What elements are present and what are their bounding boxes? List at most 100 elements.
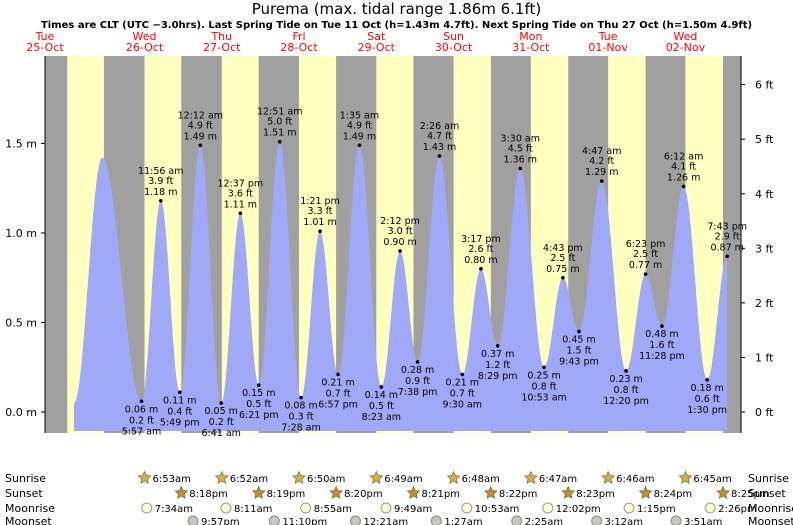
moonset-icon (430, 515, 442, 525)
tide-point-2 (158, 198, 163, 203)
tide-m-label: 1.29 m (585, 167, 618, 178)
sunset-icon (406, 485, 421, 499)
tide-ft-label: 4.9 ft (347, 120, 372, 131)
day-date-8: 02-Nov (666, 41, 706, 54)
tide-time-label: 6:23 pm (626, 239, 666, 250)
sunset-time: 8:19pm (267, 489, 306, 500)
y-tick-label-ft: 5 ft (755, 133, 774, 146)
tide-point-16 (437, 154, 442, 158)
moonrise-time: 2:26pm (718, 504, 757, 515)
sunrise-time: 6:52am (230, 474, 268, 485)
tide-time-label: 5:49 pm (160, 417, 200, 428)
tide-point-22 (561, 275, 565, 280)
tide-time-label: 1:35 am (340, 110, 379, 121)
tide-ft-label: 2.6 ft (468, 244, 493, 255)
sunrise-icon (446, 470, 461, 484)
moonset-time: 2:25am (525, 517, 563, 525)
y-tick-label-ft: 3 ft (755, 242, 774, 255)
day-name-1: Wed (133, 30, 157, 43)
y-tick-label-ft: 1 ft (755, 351, 774, 364)
tide-point-11 (336, 372, 340, 377)
moonset-time: 11:10pm (282, 517, 327, 525)
tide-ft-label: 0.7 ft (450, 388, 475, 399)
sunset-time: 8:25pm (731, 489, 770, 500)
day-date-7: 01-Nov (588, 41, 628, 54)
day-name-7: Tue (598, 30, 618, 43)
sunrise-icon (523, 470, 538, 484)
moonset-row-label-left: Moonset (5, 515, 52, 525)
sunrise-icon (678, 470, 693, 484)
tide-m-label: 0.06 m (125, 404, 158, 415)
tide-m-label: 1.26 m (667, 172, 700, 183)
tide-m-label: 0.48 m (645, 329, 678, 340)
day-name-3: Fri (292, 30, 305, 43)
tide-ft-label: 1.6 ft (649, 340, 674, 351)
moonset-icon (349, 515, 361, 525)
tide-point-4 (198, 143, 203, 148)
tide-m-label: 0.80 m (464, 255, 497, 266)
moonset-row-label-right: Moonset (748, 515, 793, 525)
tide-time-label: 10:53 am (521, 392, 566, 403)
tide-m-label: 0.15 m (242, 388, 275, 399)
tide-m-label: 1.01 m (303, 217, 336, 228)
tide-ft-label: 0.4 ft (167, 406, 192, 417)
sunset-icon (329, 485, 344, 499)
tide-m-label: 0.11 m (163, 395, 196, 406)
tide-time-label: 11:28 pm (639, 351, 685, 362)
tide-time-label: 12:37 pm (217, 178, 263, 189)
sunset-icon (561, 485, 576, 499)
tide-point-5 (219, 401, 224, 405)
tide-m-label: 0.08 m (284, 401, 317, 412)
sunset-icon (483, 485, 498, 499)
tide-ft-label: 0.7 ft (326, 388, 351, 399)
tide-m-label: 1.49 m (343, 131, 376, 142)
tide-point-15 (415, 360, 420, 364)
tide-time-label: 6:21 pm (239, 410, 279, 421)
sunset-icon (251, 485, 266, 499)
tide-time-label: 5:57 am (122, 426, 161, 437)
sunrise-row-label-right: Sunrise (748, 472, 789, 485)
moonrise-time: 10:53am (475, 504, 520, 515)
sunset-row-label-right: Sunset (748, 487, 786, 500)
tide-time-label: 12:20 pm (603, 396, 649, 407)
tide-ft-label: 2.9 ft (715, 231, 740, 242)
tide-m-label: 1.43 m (423, 142, 456, 153)
sunrise-time: 6:53am (153, 474, 191, 485)
tide-ft-label: 0.8 ft (532, 381, 557, 392)
sunrise-icon (137, 470, 152, 484)
moonrise-icon (461, 502, 473, 514)
tide-point-12 (357, 143, 362, 148)
tide-m-label: 0.21 m (321, 377, 354, 388)
moonrise-row-label-right: Moonrise (748, 502, 793, 515)
tide-point-24 (599, 179, 604, 183)
y-tick-label-ft: 2 ft (755, 297, 774, 310)
sunrise-time: 6:50am (307, 474, 345, 485)
tide-point-23 (577, 329, 581, 334)
tide-point-25 (624, 369, 628, 373)
day-date-5: 30-Oct (435, 41, 473, 54)
tide-m-label: 0.28 m (401, 365, 434, 376)
tide-time-label: 6:57 pm (318, 399, 358, 410)
tide-point-1 (139, 399, 144, 404)
sunset-icon (716, 485, 730, 499)
tide-time-label: 12:12 am (178, 110, 223, 121)
tide-point-13 (379, 385, 384, 389)
moonrise-icon (220, 502, 232, 514)
tide-m-label: 1.11 m (224, 199, 257, 210)
tide-m-label: 0.05 m (204, 406, 237, 417)
sunset-time: 8:23pm (576, 489, 615, 500)
tide-m-label: 0.37 m (481, 349, 514, 360)
tide-ft-label: 4.1 ft (671, 161, 696, 172)
y-tick-label-ft: 0 ft (755, 406, 774, 419)
tide-time-label: 2:12 pm (380, 216, 420, 227)
day-name-0: Tue (35, 30, 55, 43)
sunset-time: 8:21pm (421, 489, 460, 500)
tide-time-label: 7:28 am (281, 423, 320, 434)
day-name-8: Wed (673, 30, 697, 43)
moonrise-icon (704, 502, 716, 514)
tide-m-label: 0.14 m (365, 390, 398, 401)
sunrise-time: 6:46am (616, 474, 654, 485)
tide-point-7 (256, 383, 261, 387)
tide-ft-label: 4.9 ft (188, 120, 213, 131)
moonset-time: 1:27am (444, 517, 482, 525)
